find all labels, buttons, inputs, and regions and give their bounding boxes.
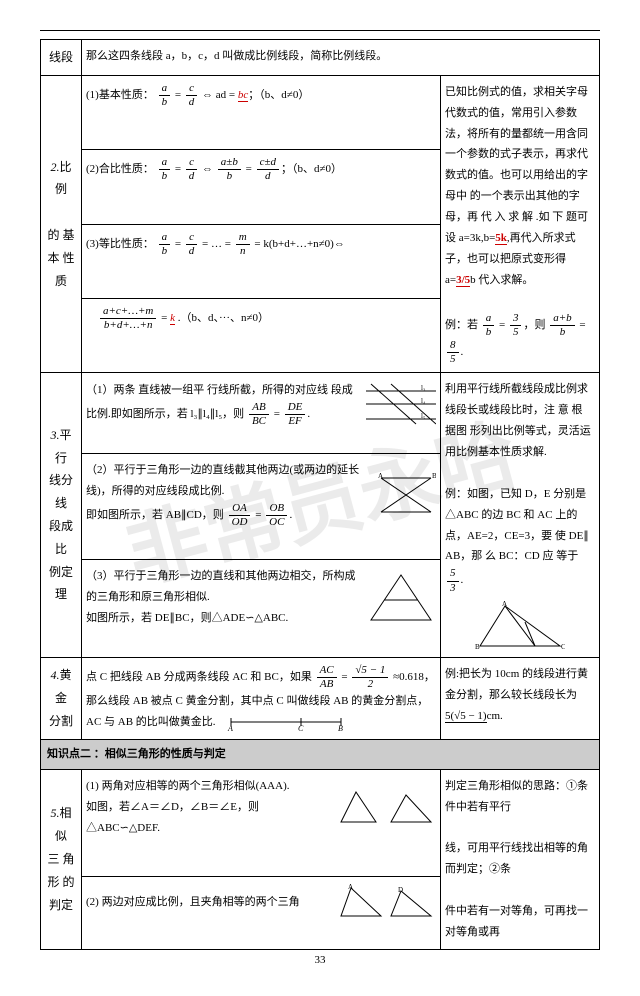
section-header-2: 知识点二 ：相似三角形的性质与判定 bbox=[41, 739, 600, 769]
row3-mid: 点 C 把线段 AB 分成两条线段 AC 和 BC，如果 ACAB = √5 −… bbox=[82, 657, 441, 739]
row2-right: 利用平行线所截线段成比例求线段长或线段比时，注 意 根 据图 形列出比例等式，灵… bbox=[441, 373, 600, 657]
row4-label: 5.相似三 角形 的判定 bbox=[41, 769, 82, 949]
row3-label: 4.黄金分割 bbox=[41, 657, 82, 739]
page-number: 33 bbox=[40, 954, 600, 966]
main-table: 线段 那么这四条线段 a，b，c，d 叫做成比例线段，简称比例线段。 2.比例的… bbox=[40, 39, 600, 950]
row0-mid: 那么这四条线段 a，b，c，d 叫做成比例线段，简称比例线段。 bbox=[82, 40, 600, 76]
svg-text:l₄: l₄ bbox=[421, 397, 426, 405]
row1-p3: (3)等比性质： ab = cd = … = mn = k(b+d+…+n≠0)… bbox=[82, 224, 441, 298]
row1-label: 2.比例的 基本 性质 bbox=[41, 75, 82, 373]
row1-p4: a+c+…+mb+d+…+n = k .（b、d、···、n≠0） bbox=[82, 298, 441, 372]
row4-p2: (2) 两边对应成比例，且夹角相等的两个三角 AD bbox=[82, 877, 441, 950]
svg-text:B: B bbox=[432, 472, 436, 480]
row1-right: 已知比例式的值，求相关字母代数式的值，常用引入参数法，将所有的量都统一用含同一个… bbox=[441, 75, 600, 373]
row0-label: 线段 bbox=[41, 40, 82, 76]
triangle-inner-diagram bbox=[366, 570, 436, 625]
two-triangles-sas: AD bbox=[336, 883, 436, 921]
two-triangles-aaa bbox=[336, 787, 436, 827]
svg-text:l₃: l₃ bbox=[421, 384, 426, 392]
row1-p2: (2)合比性质： ab = cd ⇔ a±bb = c±dd；（b、d≠0） bbox=[82, 150, 441, 224]
triangle-de-diagram: A B C bbox=[475, 601, 565, 651]
golden-segment-diagram: ACB bbox=[226, 713, 346, 731]
svg-text:A: A bbox=[502, 601, 507, 608]
row2-p1: （1）两条 直线被一组平 行线所截，所得的对应线 段成比例.即如图所示，若 l₃… bbox=[82, 373, 441, 454]
row3-right: 例:把长为 10cm 的线段进行黄金分割，那么较长线段长为 5(√5 − 1)c… bbox=[441, 657, 600, 739]
row2-p2: （2）平行于三角形一边的直线截其他两边(或两边的延长 线)，所得的对应线段成比例… bbox=[82, 454, 441, 560]
svg-text:B: B bbox=[338, 724, 343, 731]
row2-p3: （3）平行于三角形一边的直线和其他两边相交，所构成的三角形和原三角形相似.如图所… bbox=[82, 560, 441, 657]
svg-text:B: B bbox=[475, 643, 480, 651]
svg-text:A: A bbox=[227, 724, 233, 731]
svg-text:l₅: l₅ bbox=[421, 412, 426, 420]
parallel-lines-diagram: l₃ l₄ l₅ bbox=[366, 379, 436, 429]
svg-text:D: D bbox=[398, 886, 403, 894]
row1-p1: (1)基本性质： ab = cd ⇔ ad = bc；（b、d≠0） bbox=[82, 75, 441, 149]
row4-right: 判定三角形相似的思路：①条件中若有平行 线，可用平行线找出相等的角而判定；②条 … bbox=[441, 769, 600, 949]
svg-text:C: C bbox=[298, 724, 304, 731]
svg-text:A: A bbox=[348, 883, 353, 891]
hourglass-diagram: AB bbox=[376, 470, 436, 520]
svg-text:C: C bbox=[561, 643, 565, 651]
row2-label: 3.平行线分线段成比例定理 bbox=[41, 373, 82, 657]
svg-text:A: A bbox=[378, 472, 383, 480]
row4-p1: (1) 两角对应相等的两个三角形相似(AAA).如图，若∠A＝∠D，∠B＝∠E，… bbox=[82, 769, 441, 877]
